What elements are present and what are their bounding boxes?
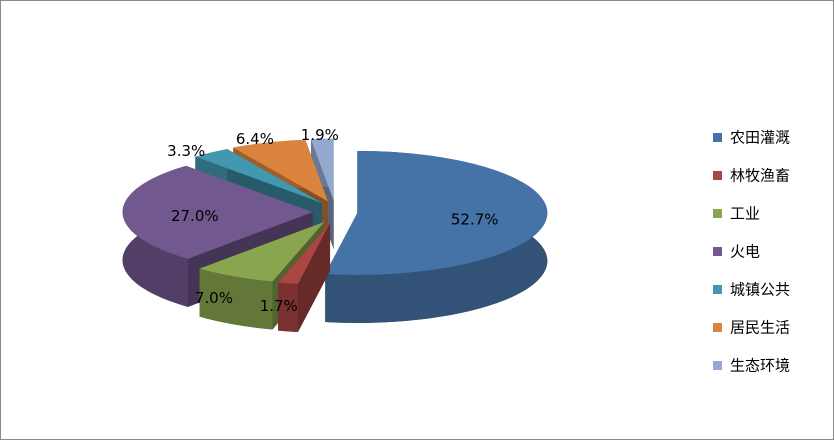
legend-swatch — [713, 247, 722, 256]
legend-label: 农田灌溉 — [730, 129, 790, 147]
data-label: 1.7% — [260, 297, 298, 315]
data-label: 52.7% — [451, 211, 499, 229]
legend-label: 工业 — [730, 205, 760, 223]
slice — [278, 222, 331, 285]
slice — [195, 149, 322, 203]
data-label: 6.4% — [236, 130, 274, 148]
slice-group — [278, 222, 331, 333]
slice — [311, 138, 334, 201]
slice — [122, 165, 313, 259]
legend-swatch — [713, 323, 722, 332]
legend-label: 火电 — [730, 243, 760, 261]
slice-side — [199, 268, 273, 330]
slice-side — [278, 282, 298, 333]
legend-label: 林牧渔畜 — [730, 167, 790, 185]
legend-label: 生态环境 — [730, 357, 790, 375]
legend-swatch — [713, 171, 722, 180]
legend-label: 城镇公共 — [730, 281, 790, 299]
data-label: 3.3% — [167, 142, 205, 160]
legend-swatch — [713, 209, 722, 218]
legend-swatch — [713, 361, 722, 370]
data-label: 7.0% — [195, 289, 233, 307]
data-label: 1.9% — [301, 126, 339, 144]
slice — [233, 139, 328, 202]
legend-swatch — [713, 285, 722, 294]
legend-swatch — [713, 133, 722, 142]
data-label: 27.0% — [171, 207, 219, 225]
legend-label: 居民生活 — [730, 319, 790, 337]
slice — [325, 150, 548, 275]
slice-group — [325, 150, 548, 323]
slice — [199, 221, 325, 282]
